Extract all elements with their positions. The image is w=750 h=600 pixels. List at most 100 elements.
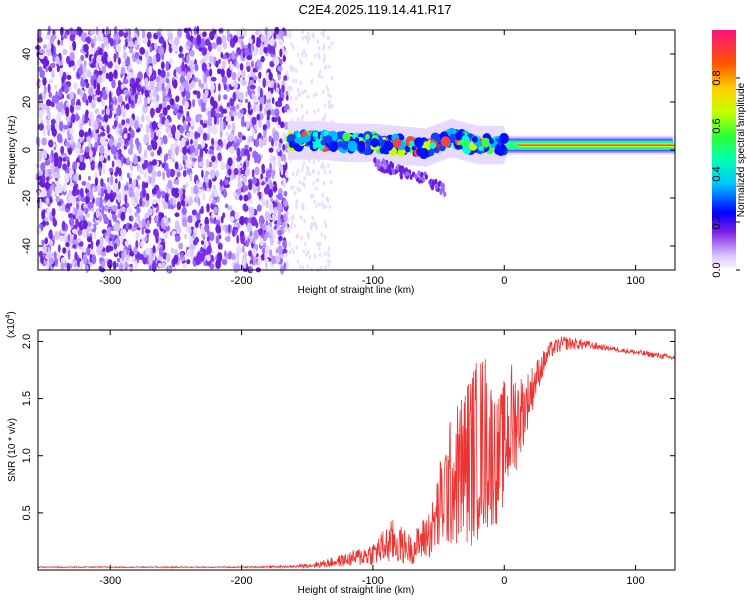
- noise-dot: [322, 59, 326, 64]
- noise-dot: [301, 204, 304, 210]
- noise-dot: [192, 244, 196, 251]
- noise-dot: [61, 203, 67, 212]
- snr-y-tick-label: 1.5: [21, 391, 33, 406]
- noise-dot: [240, 234, 245, 244]
- noise-dot: [157, 68, 162, 76]
- noise-dot: [82, 229, 88, 239]
- noise-dot: [182, 55, 185, 63]
- chart-title: C2E4.2025.119.14.41.R17: [299, 2, 452, 17]
- noise-dot: [129, 171, 133, 179]
- noise-dot: [144, 77, 149, 87]
- noise-dot: [186, 54, 190, 64]
- noise-dot: [46, 207, 51, 217]
- noise-dot: [221, 259, 228, 265]
- noise-dot: [276, 252, 280, 257]
- noise-dot: [129, 129, 135, 139]
- noise-dot: [92, 57, 95, 66]
- noise-dot: [266, 120, 271, 130]
- snr-series-line: [38, 336, 676, 570]
- noise-dot: [187, 197, 193, 206]
- noise-dot: [64, 173, 70, 184]
- noise-dot: [314, 254, 317, 259]
- noise-dot: [244, 251, 248, 257]
- noise-dot: [127, 41, 134, 47]
- noise-dot: [215, 224, 221, 234]
- noise-dot: [136, 94, 143, 105]
- noise-dot: [99, 154, 105, 162]
- noise-dot: [127, 148, 134, 155]
- noise-dot: [173, 69, 177, 78]
- noise-dot: [167, 179, 173, 189]
- noise-dot: [205, 170, 210, 176]
- noise-dot: [169, 143, 175, 151]
- signal-blob: [342, 132, 351, 142]
- noise-dot: [144, 89, 149, 98]
- noise-dot: [96, 96, 102, 103]
- noise-dot: [253, 47, 257, 57]
- noise-dot: [126, 156, 130, 164]
- noise-dot: [292, 214, 295, 219]
- colorbar-label: Normalized spectral amplitude: [736, 82, 747, 217]
- noise-dot: [41, 220, 47, 228]
- noise-dot: [225, 131, 229, 137]
- noise-dot: [313, 109, 316, 114]
- noise-dot: [257, 256, 262, 267]
- noise-dot: [174, 223, 181, 231]
- noise-dot: [196, 90, 201, 100]
- branch-dot: [399, 174, 403, 180]
- signal-blob: [320, 139, 326, 146]
- signal-blob: [414, 137, 424, 148]
- noise-dot: [312, 32, 315, 37]
- noise-dot: [138, 144, 142, 155]
- noise-dot: [63, 124, 69, 130]
- noise-dot: [231, 81, 235, 87]
- noise-dot: [268, 72, 273, 81]
- noise-dot: [156, 149, 161, 156]
- noise-dot: [324, 265, 327, 270]
- noise-dot: [153, 228, 159, 237]
- noise-dot: [239, 63, 244, 71]
- noise-dot: [204, 55, 208, 61]
- noise-dot: [167, 32, 174, 40]
- noise-dot: [322, 89, 325, 95]
- noise-dot: [322, 43, 326, 48]
- noise-dot: [128, 96, 132, 105]
- noise-dot: [317, 171, 320, 176]
- noise-dot: [272, 185, 278, 192]
- noise-dot: [248, 179, 253, 184]
- noise-dot: [234, 211, 240, 220]
- noise-dot: [228, 132, 234, 142]
- noise-dot: [54, 230, 59, 241]
- colorbar-tick-label: 0.4: [711, 166, 723, 181]
- signal-blob: [471, 136, 478, 143]
- noise-dot: [91, 254, 97, 265]
- noise-dot: [162, 40, 167, 51]
- noise-dot: [283, 153, 287, 163]
- noise-dot: [151, 98, 157, 104]
- noise-dot: [312, 159, 316, 165]
- signal-blob: [409, 140, 415, 147]
- noise-dot: [208, 179, 212, 189]
- noise-dot: [86, 246, 91, 256]
- noise-dot: [324, 204, 328, 209]
- noise-dot: [126, 118, 131, 125]
- noise-dot: [246, 54, 252, 61]
- noise-dot: [66, 74, 72, 80]
- noise-dot: [236, 61, 240, 70]
- noise-dot: [270, 155, 274, 163]
- noise-dot: [45, 197, 50, 204]
- noise-dot: [206, 254, 211, 262]
- snr-x-tick-label: 100: [626, 575, 644, 587]
- noise-dot: [202, 191, 205, 202]
- noise-dot: [174, 36, 180, 46]
- noise-dot: [155, 52, 161, 63]
- noise-dot: [323, 103, 327, 108]
- noise-dot: [86, 236, 93, 243]
- noise-dot: [218, 58, 221, 64]
- branch-dot: [391, 162, 395, 169]
- spectrogram-y-tick-label: 0: [21, 147, 33, 153]
- noise-dot: [267, 81, 272, 88]
- noise-dot: [188, 227, 192, 236]
- noise-dot: [105, 192, 109, 202]
- noise-dot: [40, 162, 46, 172]
